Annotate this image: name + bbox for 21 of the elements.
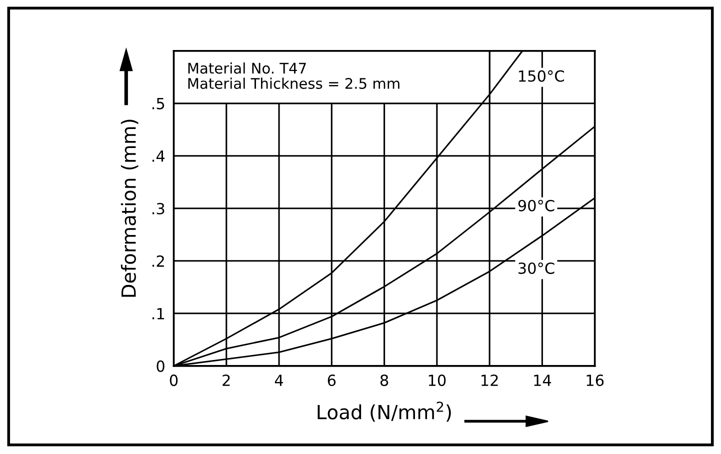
x-tick-label: 8 [380, 374, 388, 386]
x-tick-label: 2 [222, 374, 230, 386]
x-tick-label: 4 [274, 374, 284, 386]
y-tick-label: 0 [156, 360, 164, 372]
x-tick-label: 16 [586, 374, 604, 386]
y-axis-title: Deformation (mm) [120, 120, 138, 297]
x-tick-label: 0 [170, 374, 178, 386]
series-label: 30°C [518, 262, 554, 274]
y-tick-label: .1 [152, 308, 164, 320]
x-tick-label: 12 [482, 374, 498, 386]
series-label: 90°C [518, 200, 554, 212]
y-tick-label: .2 [152, 255, 164, 267]
y-tick-label: .4 [152, 150, 165, 162]
x-tick-label: 14 [534, 374, 552, 386]
series-label: 150°C [519, 70, 564, 82]
y-tick-label: .5 [152, 98, 164, 110]
x-axis-title: Load (N/mm$^{2}$) [318, 402, 451, 422]
x-tick-label: 10 [428, 374, 446, 386]
x-tick-label: 6 [328, 374, 336, 386]
annotation: Material No. T47 Material Thickness = 2.5 mm [188, 62, 400, 89]
y-tick-label: .3 [152, 202, 164, 214]
